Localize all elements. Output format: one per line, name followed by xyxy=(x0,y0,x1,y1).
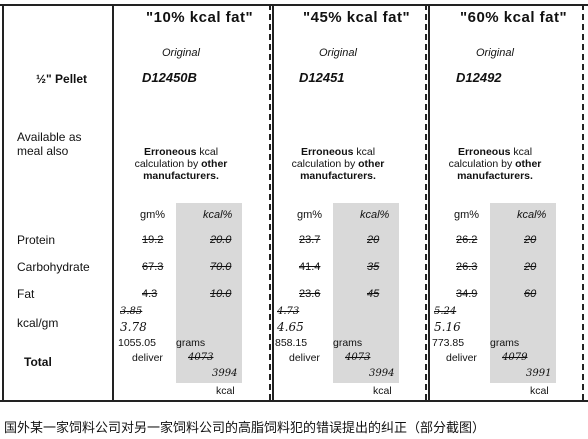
kcal-pct-header: kcal% xyxy=(203,209,233,221)
kcal-per-gm-corrected: 5.16 xyxy=(434,320,461,334)
diet-code: D12492 xyxy=(456,70,502,85)
kcal-carbohydrate-value: 35 xyxy=(367,261,380,273)
kcal-per-gm-corrected: 4.65 xyxy=(277,320,304,334)
divider-2b xyxy=(272,4,274,400)
kcal-fat-value: 10.0 xyxy=(210,288,232,300)
grams-value: 858.15 xyxy=(275,337,308,349)
erroneous-calc-note: Erroneous kcal calculation by other manufa… xyxy=(448,146,542,182)
kcal-per-gm-corrected: 3.78 xyxy=(120,320,147,334)
label-fat: Fat xyxy=(17,287,35,301)
kcal-column-shade-45 xyxy=(333,203,399,383)
total-corrected: 3991 xyxy=(526,368,552,379)
gm-protein-value: 26.2 xyxy=(456,234,478,246)
kcal-protein-value: 20 xyxy=(524,234,537,246)
divider-4 xyxy=(582,4,584,400)
divider-1 xyxy=(112,4,114,400)
label-available-as-meal: Available as meal also xyxy=(17,130,82,158)
diet-title: "10% kcal fat" xyxy=(146,9,254,26)
gm-fat-value: 34.9 xyxy=(456,288,478,300)
diet-code: D12450B xyxy=(142,70,197,85)
kcal-per-gm-old: 4.73 xyxy=(277,306,300,317)
gm-protein-value: 23.7 xyxy=(299,234,321,246)
total-corrected: 3994 xyxy=(369,368,395,379)
grams-label: grams xyxy=(333,337,363,349)
label-protein: Protein xyxy=(17,233,56,247)
gm-protein-value: 19.2 xyxy=(142,234,164,246)
label-total: Total xyxy=(24,355,52,369)
grams-value: 773.85 xyxy=(432,337,465,349)
grams-label: grams xyxy=(176,337,206,349)
erroneous-calc-note: Erroneous kcal calculation by other manufa… xyxy=(291,146,385,182)
gm-fat-value: 23.6 xyxy=(299,288,321,300)
diet-code: D12451 xyxy=(299,70,345,85)
kcal-per-gm-old: 5.24 xyxy=(434,306,457,317)
kcal-pct-header: kcal% xyxy=(517,209,547,221)
kcal-unit: kcal xyxy=(216,385,235,397)
divider-2 xyxy=(269,4,271,400)
total-corrected: 3994 xyxy=(212,368,238,379)
caption: 国外某一家饲料公司对另一家饲料公司的高脂饲料犯的错误提出的纠正（部分截图） xyxy=(4,420,486,435)
left-border xyxy=(2,4,4,400)
gm-carbohydrate-value: 41.4 xyxy=(299,261,321,273)
kcal-carbohydrate-value: 70.0 xyxy=(210,261,232,273)
kcal-pct-header: kcal% xyxy=(360,209,390,221)
label-kcal-per-gm: kcal/gm xyxy=(17,316,59,330)
kcal-protein-value: 20 xyxy=(367,234,380,246)
label-pellet: ½" Pellet xyxy=(36,72,88,86)
kcal-protein-value: 20.0 xyxy=(210,234,232,246)
diet-title: "60% kcal fat" xyxy=(460,9,568,26)
divider-3 xyxy=(425,4,427,400)
gm-carbohydrate-value: 26.3 xyxy=(456,261,478,273)
kcal-fat-value: 45 xyxy=(367,288,380,300)
gm-fat-value: 4.3 xyxy=(142,288,158,300)
kcal-column-shade-10 xyxy=(176,203,242,383)
kcal-unit: kcal xyxy=(373,385,392,397)
original-label: Original xyxy=(162,47,200,59)
label-carbohydrate: Carbohydrate xyxy=(17,260,90,274)
kcal-fat-value: 60 xyxy=(524,288,537,300)
kcal-carbohydrate-value: 20 xyxy=(524,261,537,273)
kcal-unit: kcal xyxy=(530,385,549,397)
total-old: 4073 xyxy=(345,352,371,363)
grams-value: 1055.05 xyxy=(118,337,156,349)
grams-label: grams xyxy=(490,337,520,349)
deliver-label: deliver xyxy=(446,352,477,364)
gm-pct-header: gm% xyxy=(297,209,323,221)
bottom-border xyxy=(0,400,588,402)
total-old: 4079 xyxy=(502,352,528,363)
deliver-label: deliver xyxy=(289,352,320,364)
deliver-label: deliver xyxy=(132,352,163,364)
gm-pct-header: gm% xyxy=(140,209,166,221)
kcal-column-shade-60 xyxy=(490,203,556,383)
gm-carbohydrate-value: 67.3 xyxy=(142,261,164,273)
erroneous-calc-note: Erroneous kcal calculation by other manufa… xyxy=(134,146,228,182)
gm-pct-header: gm% xyxy=(454,209,480,221)
original-label: Original xyxy=(476,47,514,59)
original-label: Original xyxy=(319,47,357,59)
kcal-per-gm-old: 3.85 xyxy=(120,306,143,317)
diet-title: "45% kcal fat" xyxy=(303,9,411,26)
total-old: 4073 xyxy=(188,352,214,363)
top-border xyxy=(0,4,588,6)
divider-3b xyxy=(428,4,430,400)
